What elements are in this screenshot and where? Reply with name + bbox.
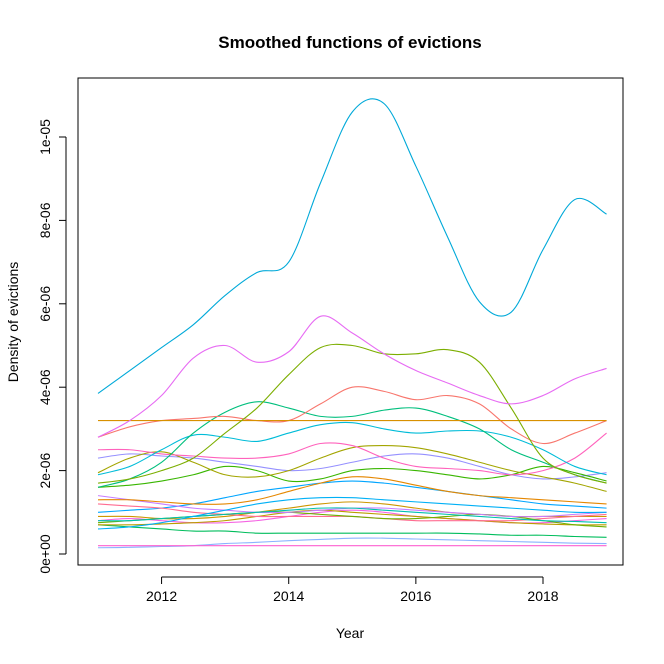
y-tick-label: 1e-05 — [37, 119, 53, 155]
y-axis-label: Density of evictions — [5, 262, 21, 383]
series-line-13 — [97, 496, 607, 530]
series-line-21 — [97, 537, 607, 549]
x-axis: 2012 2014 2016 2018 — [146, 576, 559, 604]
series-layer — [97, 98, 607, 549]
x-tick-label: 2012 — [146, 588, 177, 604]
series-line-2 — [97, 315, 607, 438]
series-line-1 — [97, 98, 607, 394]
series-line-14 — [97, 507, 607, 524]
y-axis: 0e+00 2e-06 4e-06 6e-06 8e-06 1e-05 — [37, 119, 67, 574]
series-line-18 — [97, 509, 607, 526]
series-line-7 — [97, 421, 607, 476]
series-line-23 — [97, 480, 607, 513]
x-axis-label: Year — [336, 625, 365, 641]
y-tick-label: 6e-06 — [37, 286, 53, 322]
x-tick-label: 2018 — [527, 588, 558, 604]
y-tick-label: 4e-06 — [37, 369, 53, 405]
series-line-11 — [97, 453, 607, 480]
plot-area-border — [77, 77, 624, 566]
series-line-19 — [97, 524, 607, 538]
series-line-3 — [97, 343, 607, 484]
series-line-12 — [97, 476, 607, 505]
y-tick-label: 2e-06 — [37, 452, 53, 488]
series-line-5 — [97, 386, 607, 445]
x-tick-label: 2014 — [273, 588, 304, 604]
series-line-6 — [97, 401, 607, 488]
chart-title: Smoothed functions of evictions — [218, 33, 482, 52]
y-tick-label: 0e+00 — [37, 534, 53, 574]
x-tick-label: 2016 — [400, 588, 431, 604]
series-line-8 — [97, 432, 607, 476]
y-tick-label: 8e-06 — [37, 202, 53, 238]
series-line-9 — [97, 445, 607, 492]
